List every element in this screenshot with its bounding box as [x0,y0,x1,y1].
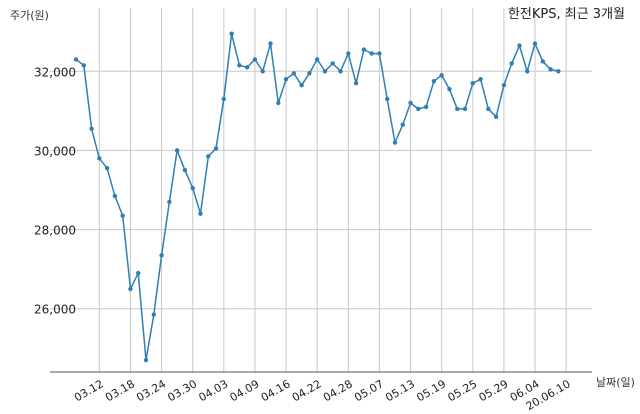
y-tick-label: 30,000 [34,144,76,158]
data-point [73,57,79,62]
data-point [136,270,141,276]
data-point [159,253,164,258]
data-point [447,86,452,92]
data-point [112,193,118,199]
data-point [221,96,227,102]
x-tick-labels: 03.1203.1803.2403.3004.0304.0904.1604.22… [72,377,573,413]
x-tick-label: 04.16 [259,377,293,404]
data-point [120,213,125,218]
price-points [73,31,561,363]
y-axis-label: 주가(원) [10,9,49,22]
x-tick-label: 05.19 [414,377,448,404]
chart-title: 한전KPS, 최근 3개월 [508,7,625,22]
data-point [478,77,483,82]
data-point [151,312,156,317]
x-tick-label: 05.13 [383,377,417,404]
data-point [314,57,320,62]
data-point [143,357,149,363]
data-point [206,154,211,159]
data-point [268,41,273,46]
data-point [377,51,382,56]
data-point [213,146,219,151]
x-tick-label: 04.03 [197,377,231,404]
data-point [525,69,530,74]
x-tick-label: 03.24 [134,377,168,404]
data-point [353,80,359,86]
data-point [556,69,561,74]
y-tick-label: 26,000 [34,303,76,317]
data-point [330,61,335,66]
y-tick-labels: 26,000 28,000 30,000 32,000 [34,65,76,316]
data-point [237,63,242,68]
data-point [89,126,94,131]
data-point [470,80,475,86]
gridlines [50,8,592,372]
data-point [291,71,297,76]
data-point [174,148,180,153]
data-point [182,168,188,173]
data-point [540,59,545,64]
data-point [307,71,312,76]
data-point [276,100,281,106]
data-point [548,67,553,72]
x-tick-label: 04.28 [321,377,355,404]
x-tick-label: 03.12 [72,377,106,404]
data-point [104,166,110,171]
data-point [299,82,304,88]
data-point [509,61,514,66]
data-point [416,106,421,112]
data-point [244,65,250,70]
x-tick-label: 03.18 [103,377,137,404]
data-point [439,73,444,78]
data-point [486,106,491,112]
data-point [431,78,437,84]
x-tick-label: 04.22 [290,377,324,404]
data-point [198,211,203,216]
data-point [385,96,390,102]
data-point [400,122,405,127]
y-tick-label: 32,000 [34,65,76,79]
data-point [322,69,328,74]
y-tick-label: 28,000 [34,224,76,238]
x-tick-label: 05.25 [446,377,480,404]
data-point [493,114,499,120]
data-point [517,43,522,48]
data-point [455,106,460,112]
data-point [128,286,133,292]
data-point [260,69,265,74]
data-point [532,41,538,46]
data-point [229,31,234,36]
data-point [338,69,343,74]
x-tick-label: 05.07 [352,377,386,404]
data-point [501,82,507,88]
data-point [392,140,398,145]
x-tick-label: 04.09 [228,377,262,404]
data-point [346,51,351,56]
data-point [361,47,367,52]
data-point [97,156,102,161]
x-axis-label: 날짜(일) [596,375,635,389]
x-tick-label: 05.29 [477,377,511,404]
data-point [462,106,468,112]
data-point [190,185,195,191]
data-point [283,77,289,82]
data-point [369,51,374,56]
data-point [252,57,258,62]
x-tick-label: 03.30 [165,377,199,404]
data-point [81,63,86,68]
data-point [408,100,413,106]
data-point [423,104,429,110]
data-point [167,199,172,205]
